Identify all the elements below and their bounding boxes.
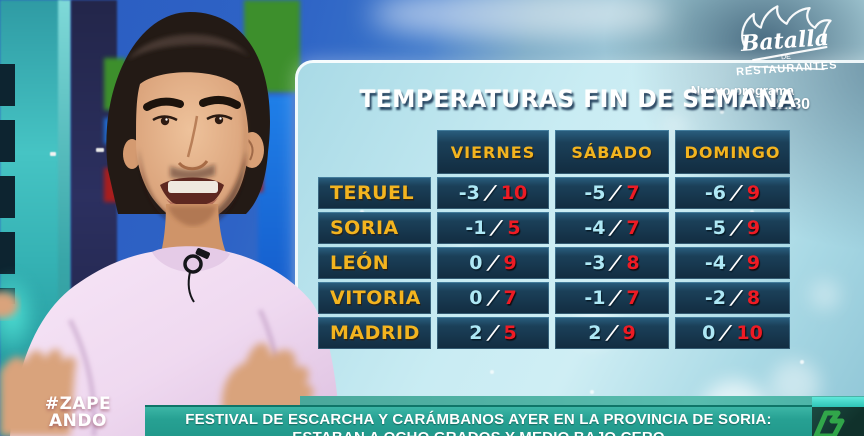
row-label-soria: SORIA [318, 212, 431, 244]
promo-brand-script: Batalla [739, 25, 830, 57]
min-temp: -6 [704, 182, 726, 204]
temp-cell: -4/9 [675, 247, 790, 279]
min-temp: 0 [469, 287, 483, 309]
min-temp: -4 [704, 252, 726, 274]
news-ticker: FESTIVAL DE ESCARCHA Y CARÁMBANOS AYER E… [145, 405, 812, 436]
max-temp: 9 [746, 182, 761, 204]
temp-cell: 2/5 [437, 317, 549, 349]
lasexta-6-icon [813, 410, 845, 436]
temp-cell: -3/8 [555, 247, 669, 279]
column-header-sunday: DOMINGO [675, 130, 790, 174]
temp-cell: 2/9 [555, 317, 669, 349]
temp-separator: / [730, 287, 743, 309]
min-temp: 2 [469, 322, 483, 344]
max-temp: 9 [746, 252, 761, 274]
max-temp: 9 [503, 252, 517, 274]
temp-cell: -4/7 [555, 212, 669, 244]
temp-separator: / [490, 217, 504, 239]
temp-cell: -3/10 [437, 177, 549, 209]
ticker-headline: FESTIVAL DE ESCARCHA Y CARÁMBANOS AYER E… [185, 411, 772, 428]
temp-separator: / [609, 252, 623, 274]
lasexta-top-strip [812, 397, 864, 407]
max-temp: 9 [746, 217, 761, 239]
restaurant-battle-logo: Batalla DE RESTAURANTES [736, 5, 838, 78]
row-label-teruel: TERUEL [318, 177, 431, 209]
temp-separator: / [730, 217, 743, 239]
temp-separator: / [484, 182, 497, 204]
max-temp: 10 [500, 182, 528, 204]
row-label-leon: LEÓN [318, 247, 431, 279]
temp-cell: 0/7 [437, 282, 549, 314]
temp-separator: / [730, 252, 743, 274]
ticker-subline: ESTABAN A OCHO GRADOS Y MEDIO BAJO CERO [145, 429, 812, 436]
cloud-wisp [370, 0, 670, 40]
max-temp: 7 [503, 287, 517, 309]
max-temp: 7 [626, 287, 640, 309]
temp-separator: / [719, 322, 733, 344]
promo-announcement: Nuevo programa [690, 83, 794, 98]
temp-cell: -1/7 [555, 282, 669, 314]
max-temp: 8 [626, 252, 640, 274]
max-temp: 7 [626, 217, 640, 239]
temp-separator: / [609, 287, 623, 309]
max-temp: 7 [626, 182, 640, 204]
min-temp: -3 [458, 182, 480, 204]
promo-brand-sub: RESTAURANTES [736, 59, 838, 78]
min-temp: 0 [469, 252, 483, 274]
promo-brand-de: DE [781, 54, 792, 62]
max-temp: 9 [622, 322, 636, 344]
temp-cell: 0/9 [437, 247, 549, 279]
min-temp: 2 [588, 322, 602, 344]
temp-separator: / [486, 252, 500, 274]
max-temp: 5 [507, 217, 521, 239]
max-temp: 10 [736, 322, 763, 344]
temp-cell: -2/8 [675, 282, 790, 314]
promo-time: 22.30 [770, 96, 811, 113]
column-header-saturday: SÁBADO [555, 130, 669, 174]
studio-shelf-boxes [0, 64, 15, 304]
temp-separator: / [486, 322, 500, 344]
presenter-photo [0, 12, 340, 436]
studio-white-mark [96, 148, 104, 152]
min-temp: -5 [584, 182, 606, 204]
hashtag-line-1: #ZAPE [44, 394, 112, 414]
ticker-top-strip [300, 396, 864, 406]
row-label-vitoria: VITORIA [318, 282, 431, 314]
flame-icon [741, 5, 832, 71]
show-hashtag: #ZAPE ANDO [40, 396, 116, 430]
temp-separator: / [605, 322, 619, 344]
weather-title: TEMPERATURAS FIN DE SEMANA [359, 85, 797, 113]
snow-dots [420, 90, 424, 94]
min-temp: -3 [584, 252, 606, 274]
temp-separator: / [609, 217, 623, 239]
temp-cell: 0/10 [675, 317, 790, 349]
column-header-friday: VIERNES [437, 130, 549, 174]
min-temp: 0 [702, 322, 716, 344]
temp-separator: / [609, 182, 623, 204]
temp-separator: / [730, 182, 743, 204]
row-label-madrid: MADRID [318, 317, 431, 349]
table-corner-spacer [318, 130, 431, 174]
temp-cell: -1/5 [437, 212, 549, 244]
temp-cell: -5/9 [675, 212, 790, 244]
temp-cell: -6/9 [675, 177, 790, 209]
temp-separator: / [486, 287, 500, 309]
max-temp: 8 [746, 287, 761, 309]
lasexta-dark-block [812, 407, 864, 436]
min-temp: -5 [704, 217, 726, 239]
min-temp: -1 [465, 217, 487, 239]
hashtag-line-2: ANDO [49, 411, 107, 431]
min-temp: -4 [584, 217, 606, 239]
temp-cell: -5/7 [555, 177, 669, 209]
min-temp: -1 [584, 287, 606, 309]
weather-table: VIERNES SÁBADO DOMINGO TERUEL -3/10 -5/7… [318, 130, 790, 349]
max-temp: 5 [503, 322, 517, 344]
studio-white-dot [50, 152, 56, 156]
min-temp: -2 [704, 287, 726, 309]
lasexta-logo-block [812, 397, 864, 436]
